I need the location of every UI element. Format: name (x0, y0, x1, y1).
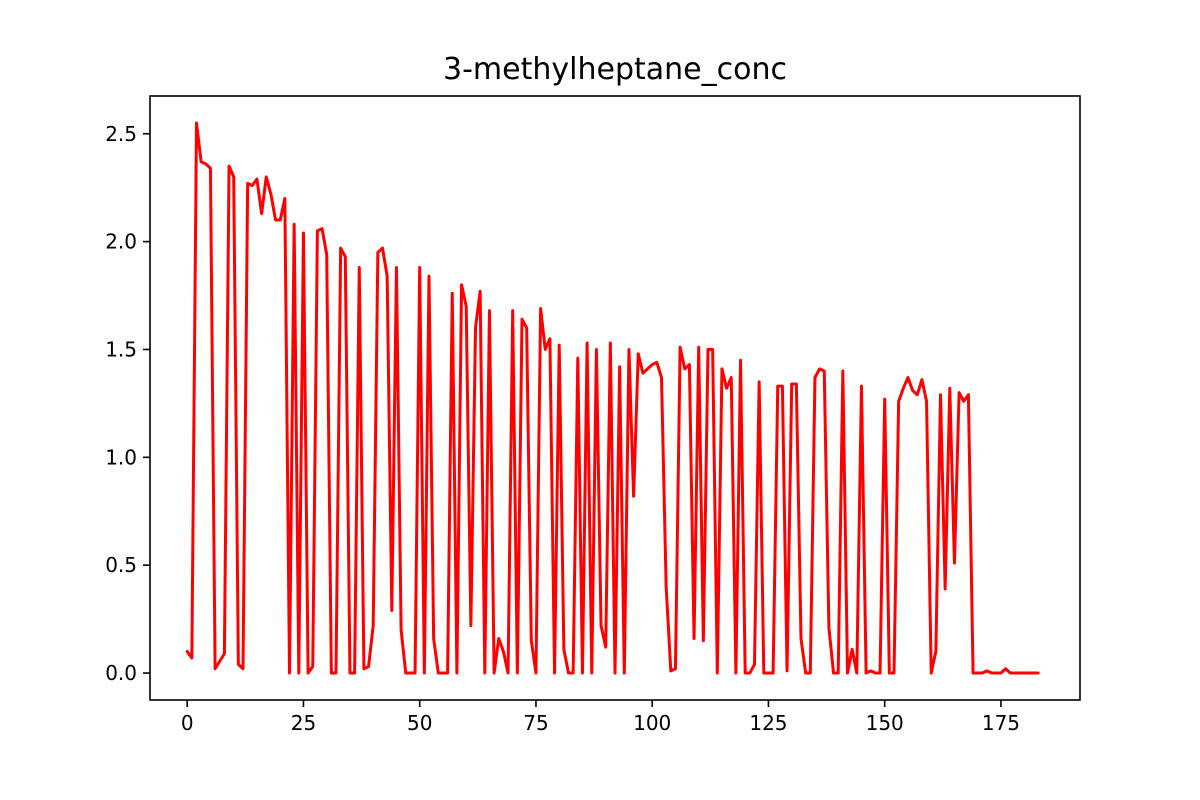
x-axis: 0 25 50 75 100 125 150 175 (181, 700, 1020, 735)
y-tick-label: 2.5 (105, 122, 137, 146)
y-tick-label: 0.5 (105, 553, 137, 577)
x-tick-label: 125 (749, 711, 787, 735)
y-axis: 0.0 0.5 1.0 1.5 2.0 2.5 (105, 122, 150, 685)
x-tick-label: 100 (633, 711, 671, 735)
y-tick-label: 2.0 (105, 230, 137, 254)
x-tick-label: 150 (866, 711, 904, 735)
x-tick-label: 50 (407, 711, 432, 735)
axes-frame (149, 95, 1081, 701)
chart-title: 3-methylheptane_conc (443, 52, 787, 87)
x-tick-label: 0 (181, 711, 194, 735)
x-tick-label: 25 (291, 711, 316, 735)
series-line (185, 121, 1040, 675)
x-tick-label: 175 (982, 711, 1020, 735)
y-tick-label: 1.5 (105, 337, 137, 361)
y-tick-label: 0.0 (105, 661, 137, 685)
x-tick-label: 75 (523, 711, 548, 735)
y-tick-label: 1.0 (105, 445, 137, 469)
plot-area (185, 121, 1040, 675)
